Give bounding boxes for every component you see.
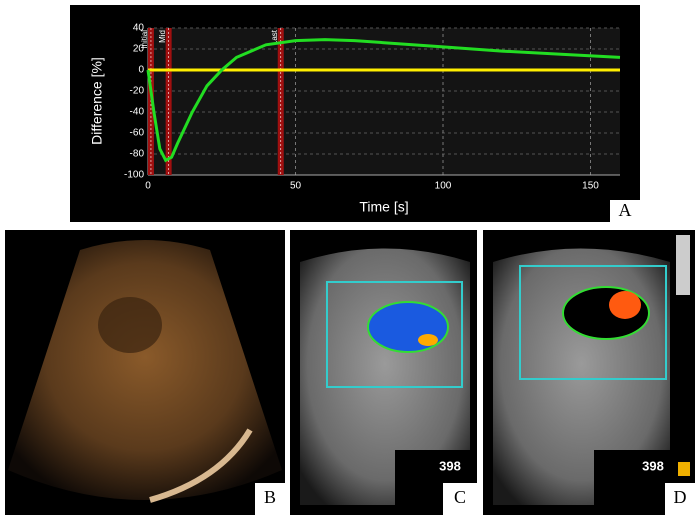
y-tick-label: -40 <box>130 107 145 118</box>
echo <box>149 428 253 503</box>
x-axis-title: Time [s] <box>359 199 408 215</box>
panel-label: D <box>674 487 687 507</box>
ultrasound-fan <box>8 240 282 500</box>
label-box <box>665 483 695 515</box>
y-tick-label: -20 <box>130 86 145 97</box>
y-tick-label: 20 <box>133 44 145 55</box>
marker-label: Last <box>270 29 279 45</box>
panel-label: B <box>264 487 276 507</box>
label-box <box>443 483 477 515</box>
y-axis-title: Difference [%] <box>89 57 105 145</box>
marker-label: Mid <box>158 30 167 43</box>
y-tick-label: -80 <box>130 149 145 160</box>
label-box <box>255 483 285 515</box>
gray-bar <box>676 235 690 295</box>
plot-area <box>148 28 620 175</box>
marker-label: Initial <box>140 30 149 49</box>
x-tick-label: 0 <box>145 181 151 192</box>
y-tick-label: 40 <box>133 23 145 34</box>
y-tick-label: 0 <box>138 65 144 76</box>
readout: 398 <box>642 458 664 473</box>
lesion <box>367 301 449 353</box>
series-line <box>146 38 621 163</box>
x-tick-label: 100 <box>435 181 452 192</box>
x-tick-label: 150 <box>582 181 599 192</box>
perfusion <box>418 334 438 346</box>
panel-label: A <box>619 200 632 220</box>
x-tick-label: 50 <box>290 181 302 192</box>
lesion <box>98 297 162 353</box>
readout: 398 <box>439 458 461 473</box>
roi-box <box>326 281 463 388</box>
color-chip <box>678 462 690 476</box>
perfusion <box>609 291 641 319</box>
roi-box <box>519 265 667 380</box>
y-tick-label: -60 <box>130 128 145 139</box>
panel-label: C <box>454 487 466 507</box>
label-box <box>610 200 640 222</box>
y-tick-label: -100 <box>124 170 144 181</box>
